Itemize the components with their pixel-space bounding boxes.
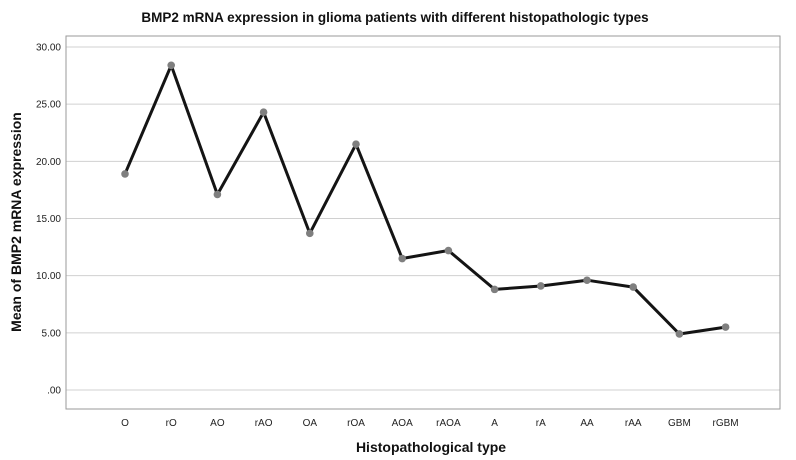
x-tick-label: OA <box>303 418 318 429</box>
data-point <box>444 246 453 255</box>
series-line <box>123 63 728 336</box>
y-tick-label: 25.00 <box>36 100 61 111</box>
data-point <box>490 285 499 294</box>
x-tick-label: rGBM <box>713 418 739 429</box>
x-tick-label: O <box>121 418 129 429</box>
x-tick-label: rAO <box>255 418 273 429</box>
chart-title: BMP2 mRNA expression in glioma patients … <box>141 10 648 25</box>
data-point <box>629 283 637 291</box>
x-tick-label: rAOA <box>436 418 461 429</box>
x-tick-label: rAA <box>625 418 642 429</box>
y-tick-labels: .00 5.00 10.00 15.00 20.00 25.00 30.00 <box>36 43 61 397</box>
y-tick-label: 30.00 <box>36 43 61 54</box>
x-tick-label: A <box>491 418 498 429</box>
data-point <box>167 61 175 70</box>
y-axis-title: Mean of BMP2 mRNA expression <box>8 112 24 332</box>
data-point <box>121 170 129 178</box>
data-point <box>213 190 222 199</box>
data-point <box>675 330 684 338</box>
y-tick-label: 15.00 <box>36 214 61 225</box>
data-point <box>352 140 360 148</box>
data-point <box>398 254 407 263</box>
x-tick-label: GBM <box>668 418 691 429</box>
x-axis-title: Histopathological type <box>356 439 506 455</box>
plot-frame <box>65 35 781 410</box>
x-tick-label: AO <box>210 418 225 429</box>
x-tick-label: rA <box>536 418 546 429</box>
data-point <box>537 282 545 290</box>
data-point <box>583 276 591 285</box>
data-point <box>721 323 730 331</box>
y-tick-label: 10.00 <box>36 271 61 282</box>
data-point <box>259 108 268 116</box>
y-tick-label: 20.00 <box>36 157 61 168</box>
y-tick-label: 5.00 <box>42 328 62 339</box>
x-tick-label: rOA <box>347 418 365 429</box>
data-point <box>306 229 314 238</box>
data-points <box>121 61 730 338</box>
x-tick-label: rO <box>166 418 177 429</box>
x-tick-label: AA <box>580 418 594 429</box>
grid-lines <box>66 46 780 391</box>
y-tick-label: .00 <box>47 386 61 397</box>
x-tick-label: AOA <box>392 418 413 429</box>
